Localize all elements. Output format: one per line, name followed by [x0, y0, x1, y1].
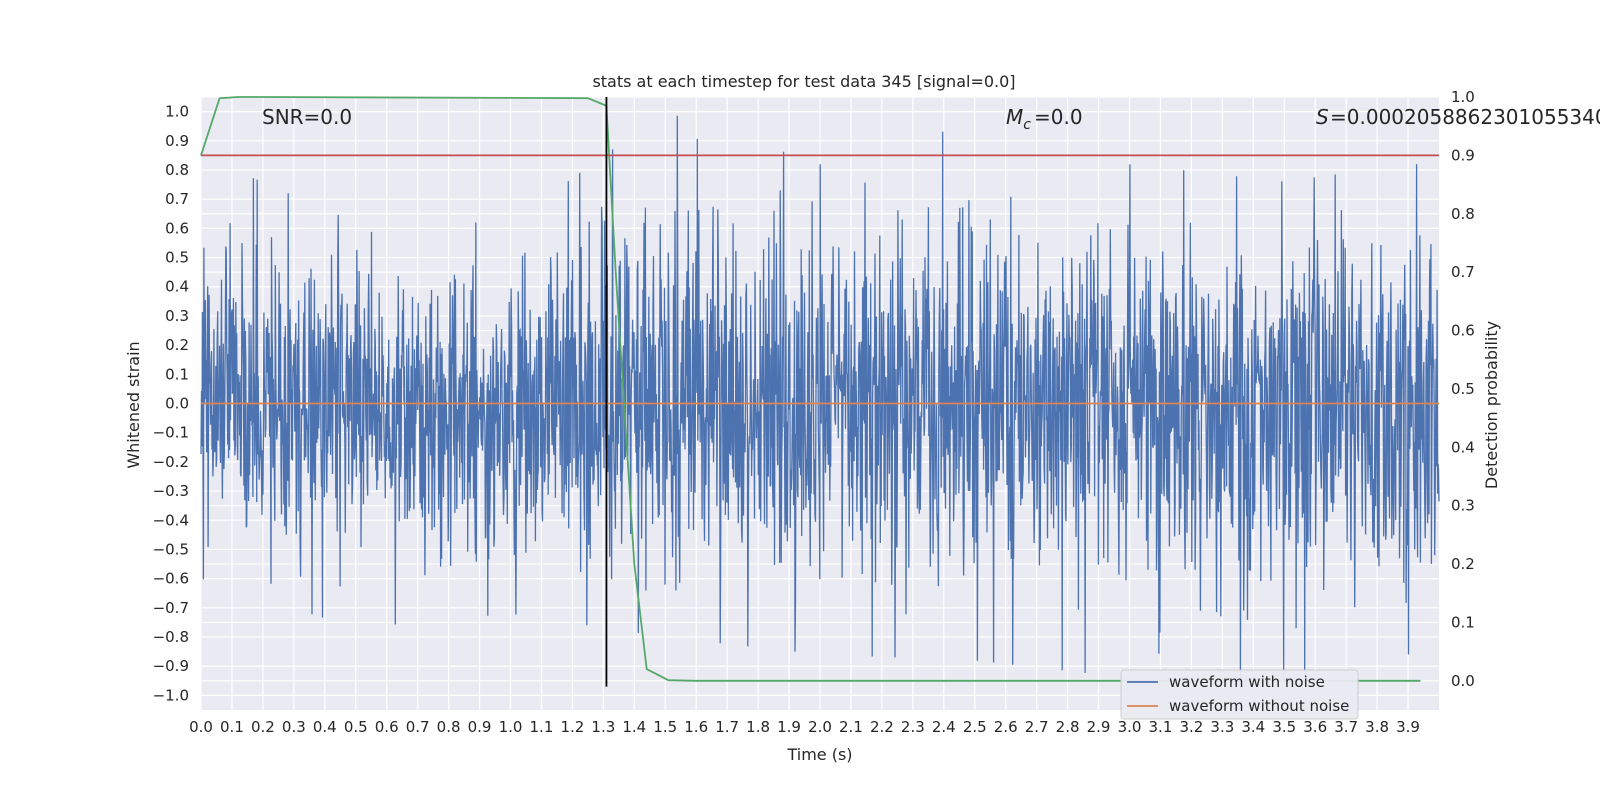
y-tick-label: −0.4 [153, 511, 189, 529]
x-tick-label: 1.9 [777, 718, 801, 736]
x-tick-label: 2.4 [932, 718, 956, 736]
x-tick-label: 1.1 [530, 718, 554, 736]
y-tick-label: 0.9 [165, 132, 189, 150]
x-tick-label: 3.3 [1210, 718, 1234, 736]
y2-tick-label: 0.9 [1451, 146, 1475, 164]
x-tick-labels: 0.0 0.1 0.2 0.3 0.4 0.5 0.6 0.7 0.8 0.9 1.0 1.1 1.2 1… [189, 718, 1420, 736]
detection-probability-line [200, 96, 1421, 682]
x-tick-label: 1.7 [715, 718, 739, 736]
x-tick-label: 1.2 [560, 718, 584, 736]
y-tick-label: 0.5 [165, 249, 189, 267]
x-tick-label: 0.2 [251, 718, 275, 736]
y2-tick-labels: 1.0 0.9 0.8 0.7 0.6 0.5 0.4 0.3 0.2 0.1 0.0 [1451, 88, 1475, 690]
x-tick-label: 3.5 [1272, 718, 1296, 736]
x-tick-label: 0.0 [189, 718, 213, 736]
y-tick-label: −0.5 [153, 540, 189, 558]
x-tick-label: 2.1 [839, 718, 863, 736]
y2-tick-label: 0.5 [1451, 380, 1475, 398]
noise-waveform-line [200, 115, 1440, 681]
x-tick-label: 0.9 [468, 718, 492, 736]
chart-title: stats at each timestep for test data 345… [592, 72, 1015, 91]
series-lines [200, 96, 1439, 687]
y-tick-labels: 1.0 0.9 0.8 0.7 0.6 0.5 0.4 0.3 0.2 0.1 0.0 −0.1 −0.… [153, 103, 189, 705]
x-tick-label: 2.7 [1025, 718, 1049, 736]
x-tick-label: 3.9 [1396, 718, 1420, 736]
x-tick-label: 1.6 [684, 718, 708, 736]
x-tick-label: 2.5 [963, 718, 987, 736]
x-tick-label: 3.6 [1303, 718, 1327, 736]
legend-label-noise: waveform with noise [1169, 673, 1325, 691]
x-tick-label: 2.0 [808, 718, 832, 736]
y-tick-label: −0.9 [153, 657, 189, 675]
x-tick-label: 1.5 [653, 718, 677, 736]
x-tick-label: 0.7 [406, 718, 430, 736]
x-tick-label: 1.8 [746, 718, 770, 736]
y-tick-label: −0.7 [153, 599, 189, 617]
y-tick-label: 0.6 [165, 219, 189, 237]
x-tick-label: 0.4 [313, 718, 337, 736]
y2-tick-label: 0.1 [1451, 613, 1475, 631]
y-tick-label: −0.6 [153, 570, 189, 588]
x-tick-label: 3.7 [1334, 718, 1358, 736]
x-tick-label: 0.6 [375, 718, 399, 736]
x-tick-label: 3.0 [1118, 718, 1142, 736]
legend-label-clean: waveform without noise [1169, 697, 1349, 715]
series-waveform-with-noise [200, 115, 1440, 681]
y-tick-label: −0.2 [153, 453, 189, 471]
y-tick-label: 0.2 [165, 336, 189, 354]
y-tick-label: −0.3 [153, 482, 189, 500]
y2-tick-label: 0.4 [1451, 438, 1475, 456]
y-tick-label: −0.1 [153, 424, 189, 442]
y-tick-label: −1.0 [153, 686, 189, 704]
x-tick-label: 1.4 [622, 718, 646, 736]
x-tick-label: 1.0 [499, 718, 523, 736]
y2-tick-label: 0.0 [1451, 672, 1475, 690]
y2-tick-label: 0.3 [1451, 497, 1475, 515]
s-annotation: =0.00020588623010553408 [1330, 105, 1600, 129]
y2-tick-label: 0.6 [1451, 322, 1475, 340]
x-tick-label: 0.8 [437, 718, 461, 736]
y2-tick-label: 1.0 [1451, 88, 1475, 106]
y2-tick-label: 0.2 [1451, 555, 1475, 573]
x-tick-label: 2.6 [994, 718, 1018, 736]
x-tick-label: 0.5 [344, 718, 368, 736]
snr-annotation: SNR=0.0 [262, 105, 352, 129]
x-tick-label: 3.8 [1365, 718, 1389, 736]
x-tick-label: 3.4 [1241, 718, 1265, 736]
y-tick-label: 0.1 [165, 365, 189, 383]
mc-annotation: =0.0 [1034, 105, 1083, 129]
x-tick-label: 2.9 [1087, 718, 1111, 736]
y-tick-label: 0.0 [165, 395, 189, 413]
x-tick-label: 3.1 [1149, 718, 1173, 736]
x-tick-label: 2.2 [870, 718, 894, 736]
x-tick-label: 2.3 [901, 718, 925, 736]
y2-tick-label: 0.8 [1451, 205, 1475, 223]
y-tick-label: 0.4 [165, 278, 189, 296]
y-tick-label: −0.8 [153, 628, 189, 646]
x-tick-label: 0.3 [282, 718, 306, 736]
s-annotation-symbol: S [1316, 105, 1329, 129]
x-tick-label: 2.8 [1056, 718, 1080, 736]
legend-box [1120, 669, 1359, 720]
x-tick-label: 1.3 [591, 718, 615, 736]
y-axis-label: Whitened strain [124, 341, 143, 468]
x-tick-label: 3.2 [1179, 718, 1203, 736]
legend: waveform with noise waveform without noi… [1120, 669, 1359, 720]
x-axis-label: Time (s) [786, 745, 852, 764]
x-tick-label: 0.1 [220, 718, 244, 736]
y-tick-label: 0.3 [165, 307, 189, 325]
y-tick-label: 0.8 [165, 161, 189, 179]
y2-tick-label: 0.7 [1451, 263, 1475, 281]
y-tick-label: 1.0 [165, 103, 189, 121]
y-tick-label: 0.7 [165, 190, 189, 208]
y2-axis-label: Detection probability [1482, 321, 1501, 489]
